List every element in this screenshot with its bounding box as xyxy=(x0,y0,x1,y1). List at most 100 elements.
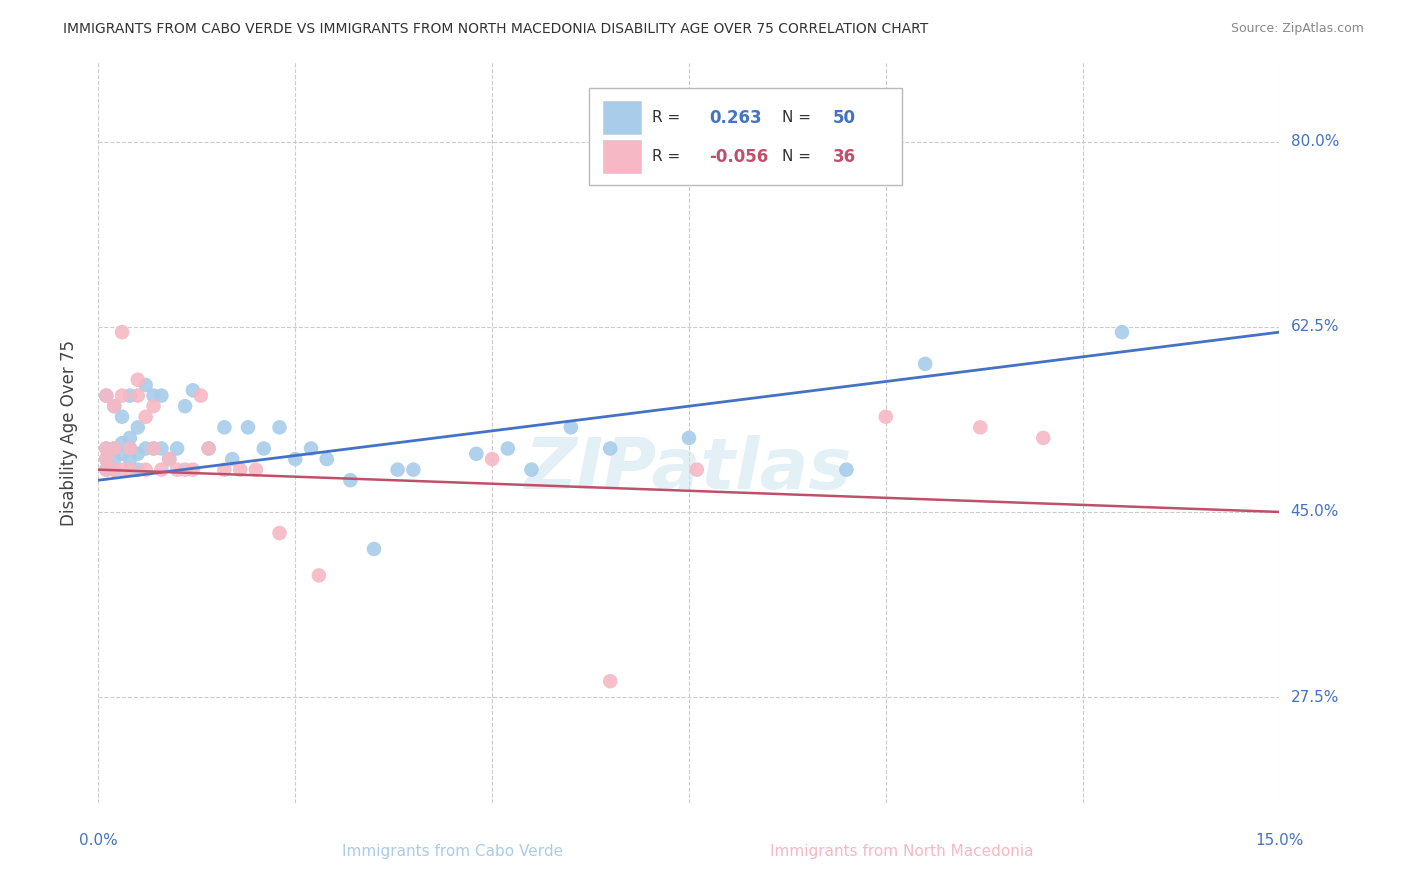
Point xyxy=(96,452,118,467)
Point xyxy=(686,462,709,476)
Point xyxy=(214,420,236,434)
Point xyxy=(127,462,149,476)
Point xyxy=(127,373,149,387)
Point xyxy=(157,452,180,467)
Point xyxy=(969,420,991,434)
Point xyxy=(496,442,519,456)
Point xyxy=(111,388,134,402)
Point xyxy=(103,462,125,476)
Point xyxy=(127,420,149,434)
Text: 62.5%: 62.5% xyxy=(1291,319,1339,334)
FancyBboxPatch shape xyxy=(603,101,641,135)
Point xyxy=(190,388,212,402)
Point xyxy=(142,442,165,456)
Point xyxy=(96,388,118,402)
Text: ZIPatlas: ZIPatlas xyxy=(526,435,852,504)
Point xyxy=(103,442,125,456)
Point xyxy=(150,442,173,456)
Point xyxy=(103,452,125,467)
Point xyxy=(299,442,322,456)
Point xyxy=(1111,325,1133,339)
Point xyxy=(599,674,621,689)
Text: 45.0%: 45.0% xyxy=(1291,505,1339,519)
Point xyxy=(135,442,157,456)
Text: 36: 36 xyxy=(832,148,856,166)
Point xyxy=(1032,431,1054,445)
Point xyxy=(111,462,134,476)
Point xyxy=(142,399,165,413)
Point xyxy=(875,409,897,424)
Point xyxy=(103,442,125,456)
Point xyxy=(181,384,204,398)
Point xyxy=(118,442,141,456)
Text: IMMIGRANTS FROM CABO VERDE VS IMMIGRANTS FROM NORTH MACEDONIA DISABILITY AGE OVE: IMMIGRANTS FROM CABO VERDE VS IMMIGRANTS… xyxy=(63,22,928,37)
Point xyxy=(363,541,385,556)
FancyBboxPatch shape xyxy=(603,140,641,173)
Point xyxy=(103,462,125,476)
Point xyxy=(308,568,330,582)
Text: R =: R = xyxy=(652,110,681,125)
Point xyxy=(678,431,700,445)
Text: 15.0%: 15.0% xyxy=(1256,833,1303,848)
Text: 50: 50 xyxy=(832,109,856,127)
Text: Source: ZipAtlas.com: Source: ZipAtlas.com xyxy=(1230,22,1364,36)
Point xyxy=(135,462,157,476)
Point xyxy=(135,378,157,392)
Point xyxy=(103,399,125,413)
Point xyxy=(111,447,134,461)
Point xyxy=(150,388,173,402)
Point xyxy=(197,442,219,456)
Point xyxy=(111,325,134,339)
Point xyxy=(118,442,141,456)
Text: 27.5%: 27.5% xyxy=(1291,690,1339,705)
Point xyxy=(339,473,361,487)
Point xyxy=(236,420,259,434)
Point xyxy=(229,462,252,476)
Point xyxy=(157,452,180,467)
Point xyxy=(174,399,197,413)
Text: 80.0%: 80.0% xyxy=(1291,135,1339,149)
Point xyxy=(127,447,149,461)
Text: N =: N = xyxy=(782,110,811,125)
FancyBboxPatch shape xyxy=(589,88,901,185)
Point xyxy=(284,452,307,467)
Point xyxy=(166,462,188,476)
Point xyxy=(118,388,141,402)
Point xyxy=(269,526,291,541)
Point xyxy=(118,452,141,467)
Point xyxy=(387,462,409,476)
Text: R =: R = xyxy=(652,149,681,164)
Point xyxy=(245,462,267,476)
Point xyxy=(150,462,173,476)
Point xyxy=(111,409,134,424)
Point xyxy=(142,388,165,402)
Point xyxy=(181,462,204,476)
Point xyxy=(221,452,243,467)
Point xyxy=(103,399,125,413)
Point xyxy=(914,357,936,371)
Text: -0.056: -0.056 xyxy=(709,148,768,166)
Point xyxy=(520,462,543,476)
Point xyxy=(174,462,197,476)
Point xyxy=(560,420,582,434)
Point xyxy=(253,442,276,456)
Point xyxy=(166,442,188,456)
Point xyxy=(402,462,425,476)
Point xyxy=(118,431,141,445)
Point xyxy=(96,388,118,402)
Text: Immigrants from Cabo Verde: Immigrants from Cabo Verde xyxy=(342,844,564,858)
Point xyxy=(599,442,621,456)
Text: 0.263: 0.263 xyxy=(709,109,762,127)
Y-axis label: Disability Age Over 75: Disability Age Over 75 xyxy=(59,340,77,525)
Point xyxy=(96,462,118,476)
Text: 0.0%: 0.0% xyxy=(79,833,118,848)
Point xyxy=(269,420,291,434)
Point xyxy=(111,436,134,450)
Point xyxy=(315,452,337,467)
Point xyxy=(481,452,503,467)
Point xyxy=(127,388,149,402)
Point xyxy=(96,442,118,456)
Point xyxy=(197,442,219,456)
Point xyxy=(835,462,858,476)
Point xyxy=(465,447,488,461)
